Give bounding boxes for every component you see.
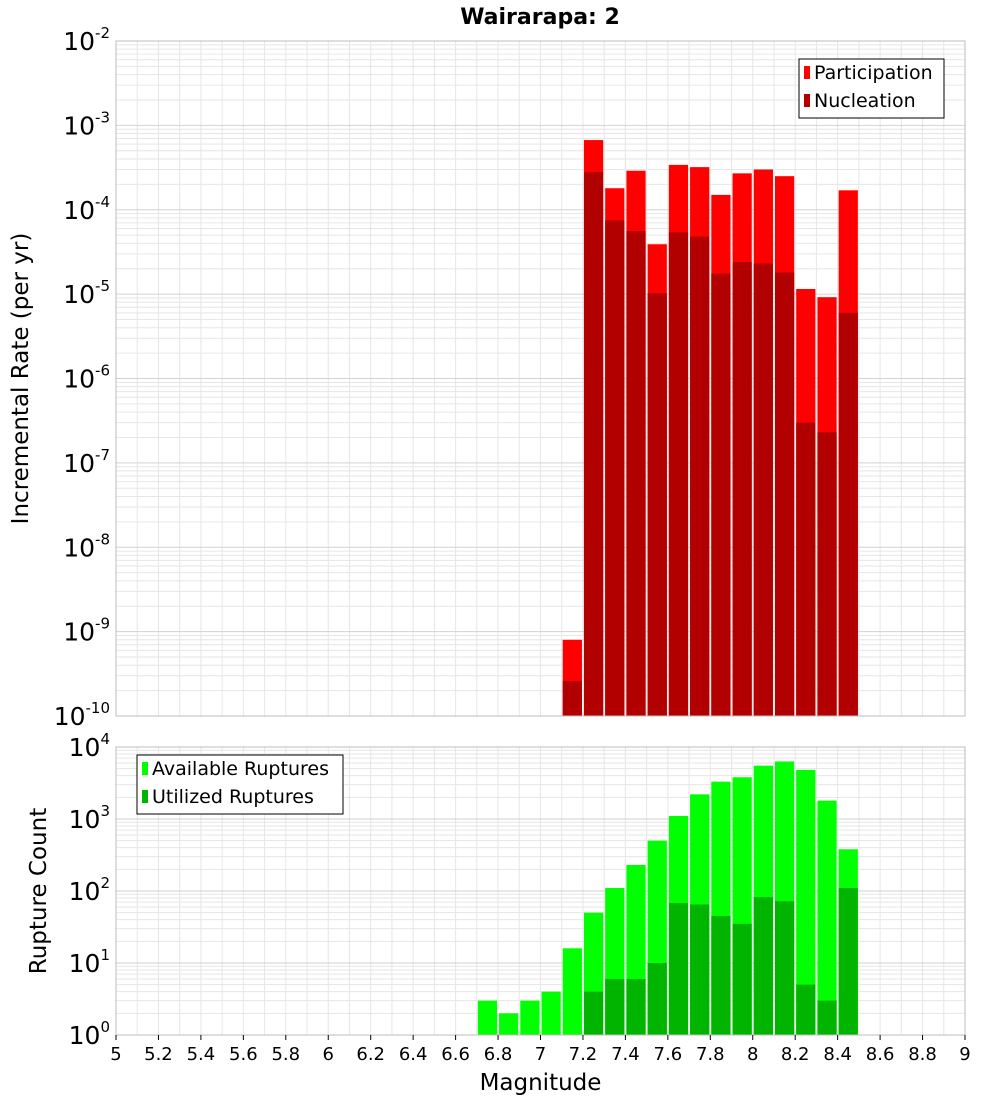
bar-nucleation [732,262,752,716]
y-tick-label: 102 [69,874,110,906]
bar-available-ruptures [541,991,561,1035]
bar-utilized-ruptures [690,904,710,1035]
chart-title: Wairarapa: 2 [460,5,620,30]
bar-utilized-ruptures [626,978,646,1035]
bar-utilized-ruptures [583,991,604,1035]
y-tick-label: 10-2 [63,24,110,56]
plot-frame [115,40,966,717]
legend-swatch [142,762,148,775]
y-tick-label: 10-3 [63,108,110,140]
bar-utilized-ruptures [838,888,858,1035]
x-tick-label: 8.6 [866,1044,895,1065]
bar-available-ruptures [796,769,816,1035]
y-tick-label: 10-6 [63,362,110,394]
bar-nucleation [796,422,816,716]
legend-swatch [142,790,148,803]
x-tick-label: 6.6 [441,1044,470,1065]
legend-swatch [804,94,810,107]
y-tick-label: 10-10 [54,699,110,731]
x-tick-label: 5.6 [229,1044,258,1065]
bar-utilized-ruptures [774,901,795,1035]
x-tick-label: 7.4 [611,1044,640,1065]
x-tick-label: 6.4 [399,1044,428,1065]
x-tick-label: 5.4 [187,1044,216,1065]
legend-box [798,58,945,119]
x-tick-label: 5.2 [144,1044,173,1065]
y-tick-label: 10-9 [63,615,110,647]
bar-available-ruptures [817,800,837,1035]
bar-utilized-ruptures [796,984,816,1035]
x-tick-label: 6.8 [484,1044,513,1065]
x-tick-label: 8.8 [908,1044,937,1065]
legend-label: Utilized Ruptures [152,786,314,808]
bar-nucleation [817,432,837,716]
x-tick-label: 6.2 [356,1044,385,1065]
y-axis-label: Incremental Rate (per yr) [8,233,34,525]
bar-utilized-ruptures [668,903,689,1035]
bar-utilized-ruptures [732,923,752,1035]
bar-nucleation [647,293,667,716]
bar-utilized-ruptures [647,963,667,1035]
legend-swatch [804,66,810,79]
bar-nucleation [583,172,604,716]
bar-utilized-ruptures [753,897,773,1035]
y-axis-label: Rupture Count [26,808,52,974]
y-tick-label: 10-4 [63,193,110,225]
x-tick-label: 5 [110,1044,121,1065]
bar-nucleation [690,236,710,716]
bar-nucleation [711,273,731,716]
bar-nucleation [562,680,582,716]
x-axis-label: Magnitude [480,1070,602,1096]
x-tick-label: 7 [535,1044,546,1065]
x-tick-label: 5.8 [271,1044,300,1065]
x-tick-label: 8.4 [823,1044,852,1065]
bar-available-ruptures [520,1000,540,1035]
x-tick-label: 8 [747,1044,758,1065]
x-tick-label: 9 [959,1044,970,1065]
y-tick-label: 100 [69,1018,110,1050]
x-tick-label: 8.2 [781,1044,810,1065]
bar-nucleation [774,272,795,716]
y-tick-label: 10-8 [63,530,110,562]
legend-label: Nucleation [814,90,916,112]
bar-nucleation [626,230,646,716]
legend-label: Participation [814,62,933,84]
bar-available-ruptures [477,1000,498,1035]
y-tick-label: 101 [69,946,110,978]
y-tick-label: 103 [69,802,110,834]
legend-label: Available Ruptures [152,758,329,780]
top-panel: 10-10 10-9 10-8 10-7 10-6 10-5 10-4 10-3 10-2 Inc… [8,24,966,731]
bar-nucleation [668,232,689,716]
legend-box [136,754,344,815]
bar-available-ruptures [499,1013,519,1035]
x-tick-label: 7.2 [569,1044,598,1065]
bar-nucleation [605,220,625,717]
bottom-panel: 100 101 102 103 104 Rupture Count Available Ru… [26,730,971,1096]
y-tick-label: 10-5 [63,277,110,309]
x-tick-label: 7.8 [696,1044,725,1065]
y-tick-label: 10-7 [63,446,110,478]
y-tick-label: 104 [69,730,110,762]
bar-nucleation [838,312,858,716]
bar-available-ruptures [562,948,582,1035]
x-tick-label: 6 [323,1044,334,1065]
x-tick-label: 7.6 [654,1044,683,1065]
bar-nucleation [753,263,773,716]
bar-utilized-ruptures [605,978,625,1035]
bar-utilized-ruptures [711,915,731,1035]
bar-utilized-ruptures [817,1000,837,1035]
